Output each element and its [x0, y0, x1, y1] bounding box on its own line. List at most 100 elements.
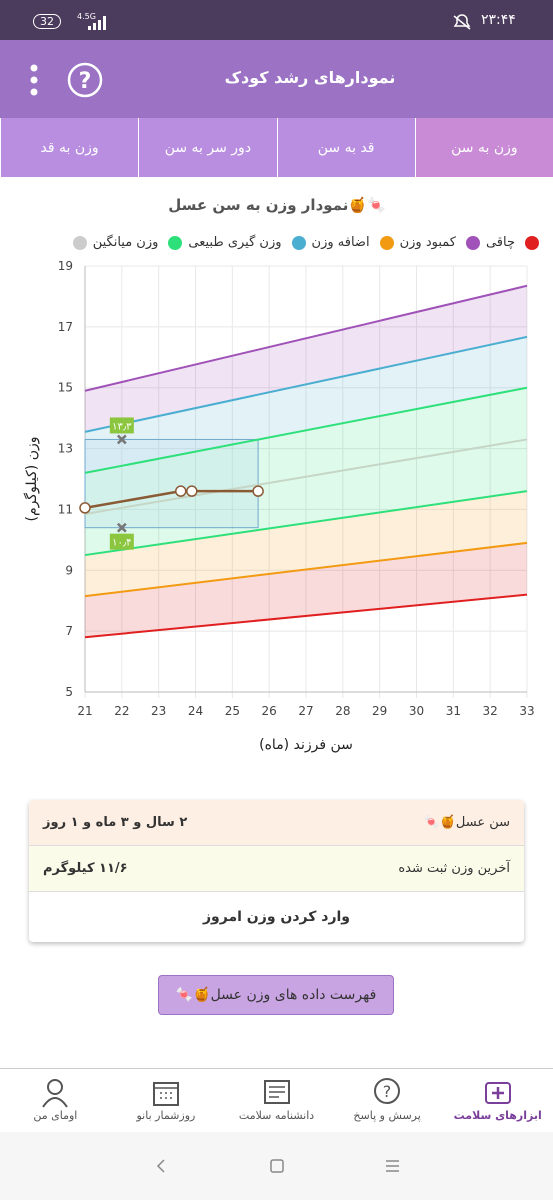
nav-icon: ? — [374, 1078, 401, 1104]
nav-icon — [152, 1082, 179, 1106]
nav-item[interactable]: دانشنامه سلامت — [221, 1069, 332, 1132]
reference-line — [84, 541, 528, 598]
y-tick-label: 9 — [65, 563, 73, 577]
tab[interactable]: دور سر به سن — [138, 118, 276, 177]
status-bar: 32 4.5G ۲۳:۴۴ — [0, 0, 553, 40]
reference-line — [84, 593, 528, 639]
nav-label: دانشنامه سلامت — [238, 1109, 315, 1122]
system-buttons — [156, 1159, 399, 1173]
x-tick-label: 25 — [225, 704, 240, 718]
x-tick-label: 26 — [262, 704, 277, 718]
x-tick-label: 23 — [151, 704, 166, 718]
x-tick-label: 33 — [519, 704, 534, 718]
y-tick-label: 5 — [65, 685, 73, 699]
legend-swatch — [379, 235, 394, 250]
nav-item[interactable]: اومای من — [0, 1069, 111, 1132]
weight-point — [175, 485, 187, 497]
x-tick-label: 32 — [483, 704, 498, 718]
legend-label: وزن گیری طبیعی — [188, 235, 282, 250]
annotation-box — [109, 417, 134, 434]
reference-line — [84, 335, 528, 433]
back-button[interactable] — [156, 1159, 165, 1173]
tab[interactable]: وزن به سن — [414, 118, 553, 177]
legend-label: چاقی — [485, 235, 515, 250]
y-tick-label: 11 — [58, 502, 73, 516]
y-tick-label: 19 — [58, 259, 73, 273]
nav-icon — [484, 1082, 511, 1104]
legend-label: کمبود وزن — [399, 235, 456, 250]
reference-line — [84, 490, 528, 557]
band — [85, 285, 527, 432]
tab[interactable]: وزن به قد — [0, 118, 138, 177]
weight-point — [186, 485, 198, 497]
y-tick-label: 15 — [58, 381, 73, 395]
chart: نمودار وزن به سن عسل🍯🍬 وزن (کیلوگرم) سن … — [23, 196, 535, 753]
x-tick-label: 31 — [446, 704, 461, 718]
highlight-box — [84, 438, 259, 529]
time: ۲۳:۴۴ — [481, 12, 516, 28]
network: 4.5G — [77, 12, 96, 21]
weight-row: آخرین وزن ثبت شده ۱۱/۶ کیلوگرم — [29, 846, 524, 892]
legend-item: وزن میانگین — [72, 235, 159, 250]
y-tick-label: 17 — [58, 320, 73, 334]
nav-item[interactable]: روزشمار بانو — [111, 1069, 222, 1132]
system-nav — [0, 1132, 553, 1200]
band — [85, 439, 527, 556]
app-title: نمودارهای رشد کودک — [224, 68, 396, 87]
age-row: سن عسل🍯🍬 ۲ سال و ۳ ماه و ۱ روز — [29, 800, 524, 846]
legend-swatch — [168, 235, 183, 250]
list-button[interactable]: فهرست داده های وزن عسل🍯🍬 — [158, 975, 394, 1015]
nav-item[interactable]: ابزارهای سلامت — [442, 1069, 553, 1132]
nav-icon — [263, 1080, 290, 1104]
enter-weight-button[interactable]: وارد کردن وزن امروز — [203, 909, 350, 925]
nav-icon — [42, 1079, 69, 1108]
last-weight: ۱۱/۶ کیلوگرم — [43, 861, 128, 876]
legend: چاقی کمبود وزن اضافه وزن وزن گیری طبیعی وزن … — [72, 235, 539, 250]
battery: 32 — [33, 14, 61, 29]
reference-line — [84, 438, 528, 515]
legend-label: وزن میانگین — [92, 235, 159, 250]
reference-line — [84, 284, 528, 392]
x-axis-label: سن فرزند (ماه) — [259, 737, 353, 753]
home-button[interactable] — [270, 1159, 284, 1173]
annotation-marker — [116, 434, 127, 445]
nav-label: اومای من — [33, 1109, 78, 1122]
name-label: سن عسل🍯🍬 — [423, 815, 511, 830]
chart-title: نمودار وزن به سن عسل🍯🍬 — [168, 196, 385, 214]
nav-label: پرسش و پاسخ — [353, 1109, 421, 1122]
legend-label: اضافه وزن — [311, 235, 370, 250]
menu-button[interactable] — [26, 64, 42, 98]
nav-item[interactable]: ? پرسش و پاسخ — [332, 1069, 443, 1132]
y-tick-label: 7 — [65, 624, 73, 638]
svg-text:?: ? — [79, 69, 92, 94]
recents-button[interactable] — [386, 1160, 399, 1172]
x-tick-label: 24 — [188, 704, 203, 718]
x-tick-label: 29 — [372, 704, 387, 718]
summary-card: سن عسل🍯🍬 ۲ سال و ۳ ماه و ۱ روز آخرین وزن … — [29, 800, 524, 942]
legend-swatch — [465, 235, 480, 250]
weight-point — [79, 502, 91, 514]
tab[interactable]: قد به سن — [276, 118, 415, 177]
nav-label: روزشمار بانو — [136, 1109, 196, 1122]
age: ۲ سال و ۳ ماه و ۱ روز — [43, 815, 188, 830]
x-tick-label: 22 — [114, 704, 129, 718]
alarm-off-icon — [453, 14, 471, 30]
band — [85, 542, 527, 638]
x-tick-label: 28 — [335, 704, 350, 718]
annotation-label: ۱۳٫۳ — [112, 421, 132, 432]
x-tick-label: 30 — [409, 704, 424, 718]
x-tick-label: 27 — [298, 704, 313, 718]
y-axis-label: وزن (کیلوگرم) — [23, 437, 40, 522]
app-bar: ? نمودارهای رشد کودک — [0, 40, 553, 118]
legend-swatch — [525, 235, 539, 250]
signal-icon — [88, 16, 106, 30]
reference-line — [84, 386, 528, 474]
tabs: وزن به سن قد به سن دور سر به سن وزن به قد — [0, 118, 553, 177]
legend-item: چاقی — [465, 235, 515, 250]
y-tick-label: 13 — [58, 442, 73, 456]
help-button[interactable]: ? — [67, 62, 103, 98]
legend-swatch — [291, 235, 306, 250]
annotation-box — [109, 533, 134, 550]
legend-swatch — [72, 235, 87, 250]
